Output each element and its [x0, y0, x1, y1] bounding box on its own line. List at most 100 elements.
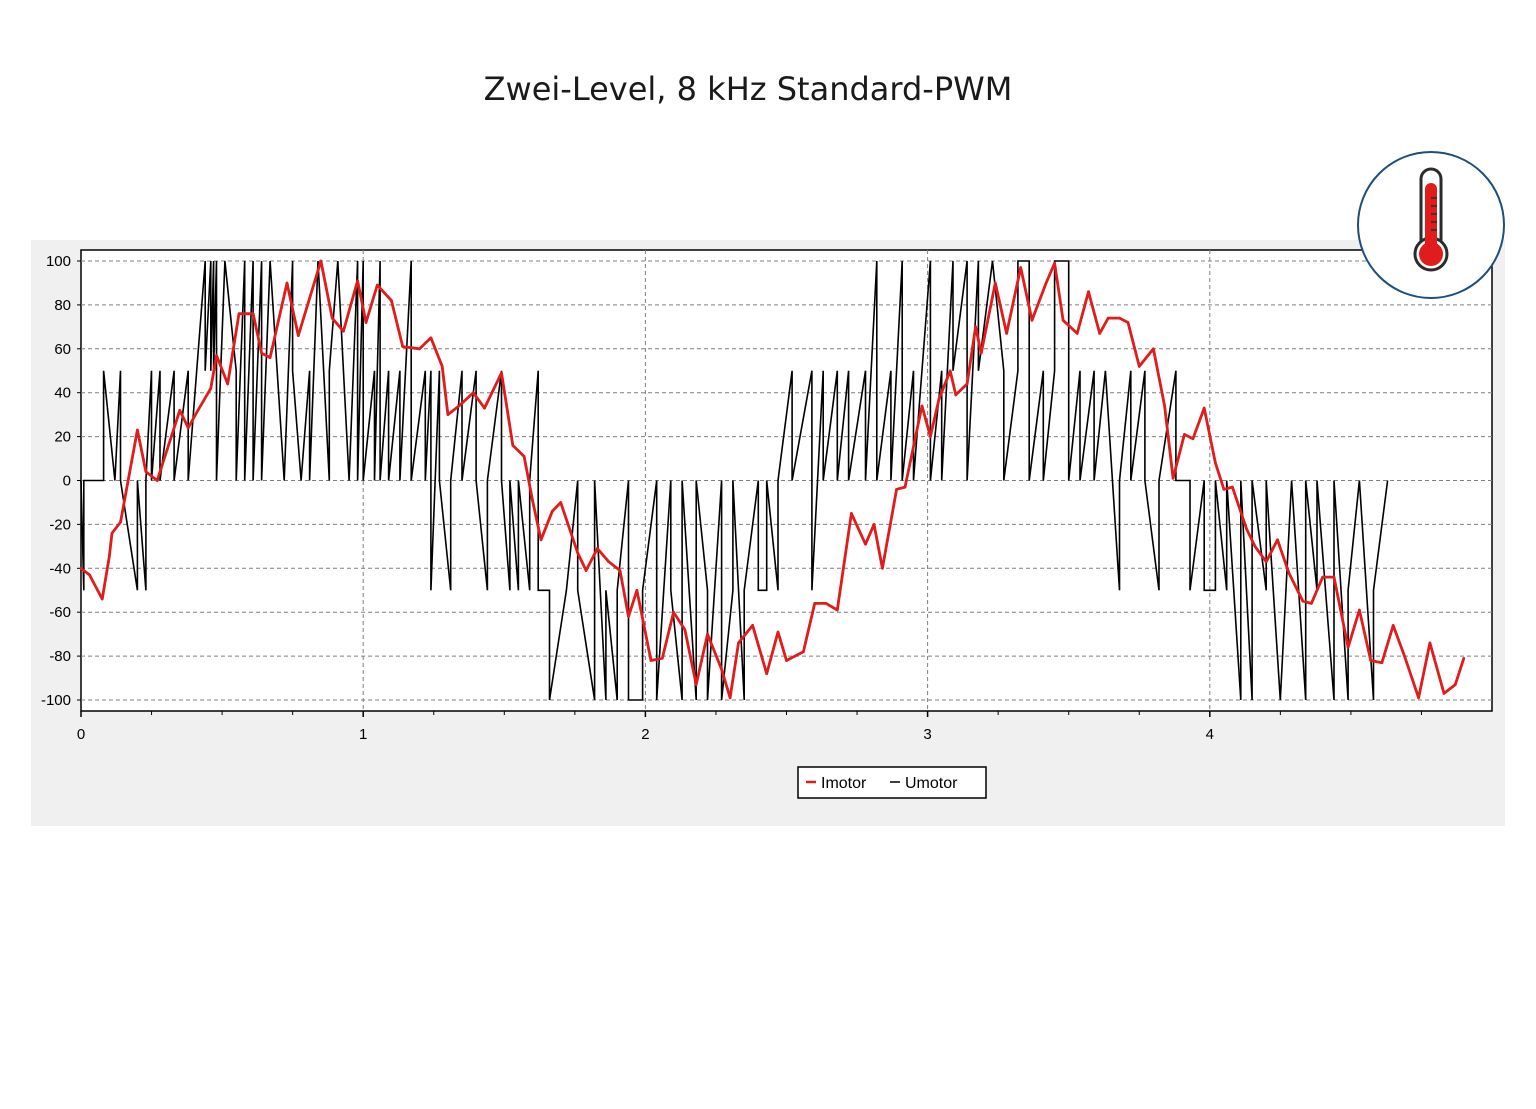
x-tick-label: 3 — [923, 726, 931, 743]
x-tick-label: 4 — [1206, 726, 1214, 743]
imotor-point — [1346, 646, 1350, 649]
imotor-point — [401, 345, 405, 348]
y-tick-label: 60 — [54, 341, 71, 358]
y-tick-labels: 100 80 60 40 20 0 -20 -40 -60 -80 -100 — [41, 253, 81, 709]
imotor-point — [751, 624, 754, 627]
y-tick-label: -20 — [49, 516, 71, 533]
imotor-point — [251, 312, 255, 315]
imotor-point — [1126, 321, 1130, 324]
x-tick-label: 1 — [359, 726, 367, 743]
imotor-point — [1442, 692, 1446, 695]
imotor-point — [418, 347, 421, 351]
imotor-point — [88, 573, 91, 577]
imotor-point — [948, 369, 952, 373]
imotor-point — [178, 409, 182, 412]
imotor-point — [1380, 661, 1384, 664]
imotor-point — [850, 512, 853, 515]
imotor-point — [776, 630, 780, 634]
imotor-point — [1332, 575, 1336, 579]
imotor-point — [954, 393, 958, 397]
imotor-point — [1019, 266, 1022, 269]
imotor-point — [965, 382, 969, 386]
imotor-line — [80, 259, 1466, 700]
thermometer-badge — [1357, 151, 1505, 299]
y-tick-label: 80 — [54, 297, 71, 314]
imotor-point — [186, 426, 190, 430]
imotor-point — [881, 567, 884, 570]
imotor-point — [929, 435, 932, 438]
imotor-point — [661, 657, 664, 660]
y-tick-label: 100 — [46, 253, 71, 270]
imotor-point — [79, 567, 83, 570]
imotor-point — [864, 542, 867, 546]
chart-plot: 100 80 60 40 20 0 -20 -40 -60 -80 -100 0 1 2 3 4 Imoto… — [41, 249, 1493, 799]
imotor-point — [440, 365, 444, 368]
imotor-point — [155, 479, 159, 482]
imotor-point — [1171, 477, 1175, 480]
imotor-point — [937, 398, 941, 401]
imotor-point — [342, 329, 345, 333]
imotor-point — [144, 470, 148, 473]
imotor-point — [1118, 316, 1121, 320]
y-tick-label: -40 — [49, 560, 71, 577]
imotor-point — [1310, 602, 1313, 605]
imotor-point — [1030, 319, 1034, 322]
imotor-point — [576, 551, 579, 555]
imotor-point — [920, 404, 924, 408]
imotor-point — [1287, 571, 1291, 574]
imotor-point — [802, 650, 805, 653]
imotor-point — [376, 283, 379, 287]
imotor-point — [119, 520, 122, 524]
imotor-point — [429, 336, 433, 340]
imotor-point — [195, 411, 198, 414]
imotor-point — [1202, 406, 1206, 410]
imotor-point — [672, 610, 675, 614]
imotor-point — [551, 509, 554, 513]
imotor-point — [1183, 433, 1186, 436]
imotor-point — [596, 547, 599, 550]
imotor-point — [472, 391, 475, 394]
imotor-point — [330, 316, 334, 320]
imotor-point — [522, 455, 526, 458]
imotor-point — [209, 387, 213, 390]
imotor-point — [364, 321, 368, 324]
imotor-point — [824, 602, 828, 605]
imotor-point — [683, 628, 687, 632]
imotor-point — [268, 356, 272, 359]
imotor-point — [1061, 319, 1065, 322]
imotor-point — [728, 696, 732, 700]
imotor-point — [110, 531, 114, 535]
imotor-point — [531, 499, 534, 502]
imotor-point — [706, 632, 709, 636]
imotor-point — [483, 406, 486, 410]
imotor-point — [1231, 485, 1234, 489]
imotor-point — [446, 413, 450, 416]
imotor-point — [1264, 560, 1268, 563]
imotor-point — [1163, 404, 1166, 408]
imotor-point — [1152, 347, 1155, 351]
imotor-point — [979, 351, 983, 355]
imotor-point — [500, 371, 503, 375]
imotor-point — [1358, 608, 1361, 612]
imotor-point — [1138, 365, 1141, 368]
x-tick-label: 2 — [641, 726, 649, 743]
imotor-point — [1428, 641, 1432, 645]
x-tick-labels: 0 1 2 3 4 — [77, 711, 1422, 743]
imotor-point — [618, 569, 622, 572]
thermometer-icon — [1413, 167, 1449, 272]
y-tick-label: -80 — [49, 648, 71, 665]
imotor-point — [107, 556, 111, 559]
imotor-point — [390, 299, 393, 302]
page-title: Zwei-Level, 8 kHz Standard-PWM — [483, 70, 1013, 108]
series-imotor — [79, 259, 1466, 700]
imotor-point — [836, 608, 839, 612]
imotor-point — [627, 615, 630, 618]
imotor-point — [607, 560, 610, 563]
x-tick-label: 0 — [77, 726, 85, 743]
imotor-point — [903, 485, 907, 489]
imotor-point — [974, 325, 977, 329]
imotor-point — [1301, 599, 1305, 603]
imotor-point — [457, 404, 461, 408]
chart-panel: 100 80 60 40 20 0 -20 -40 -60 -80 -100 0 1 2 3 4 Imoto… — [31, 240, 1505, 826]
imotor-point — [1222, 488, 1226, 491]
